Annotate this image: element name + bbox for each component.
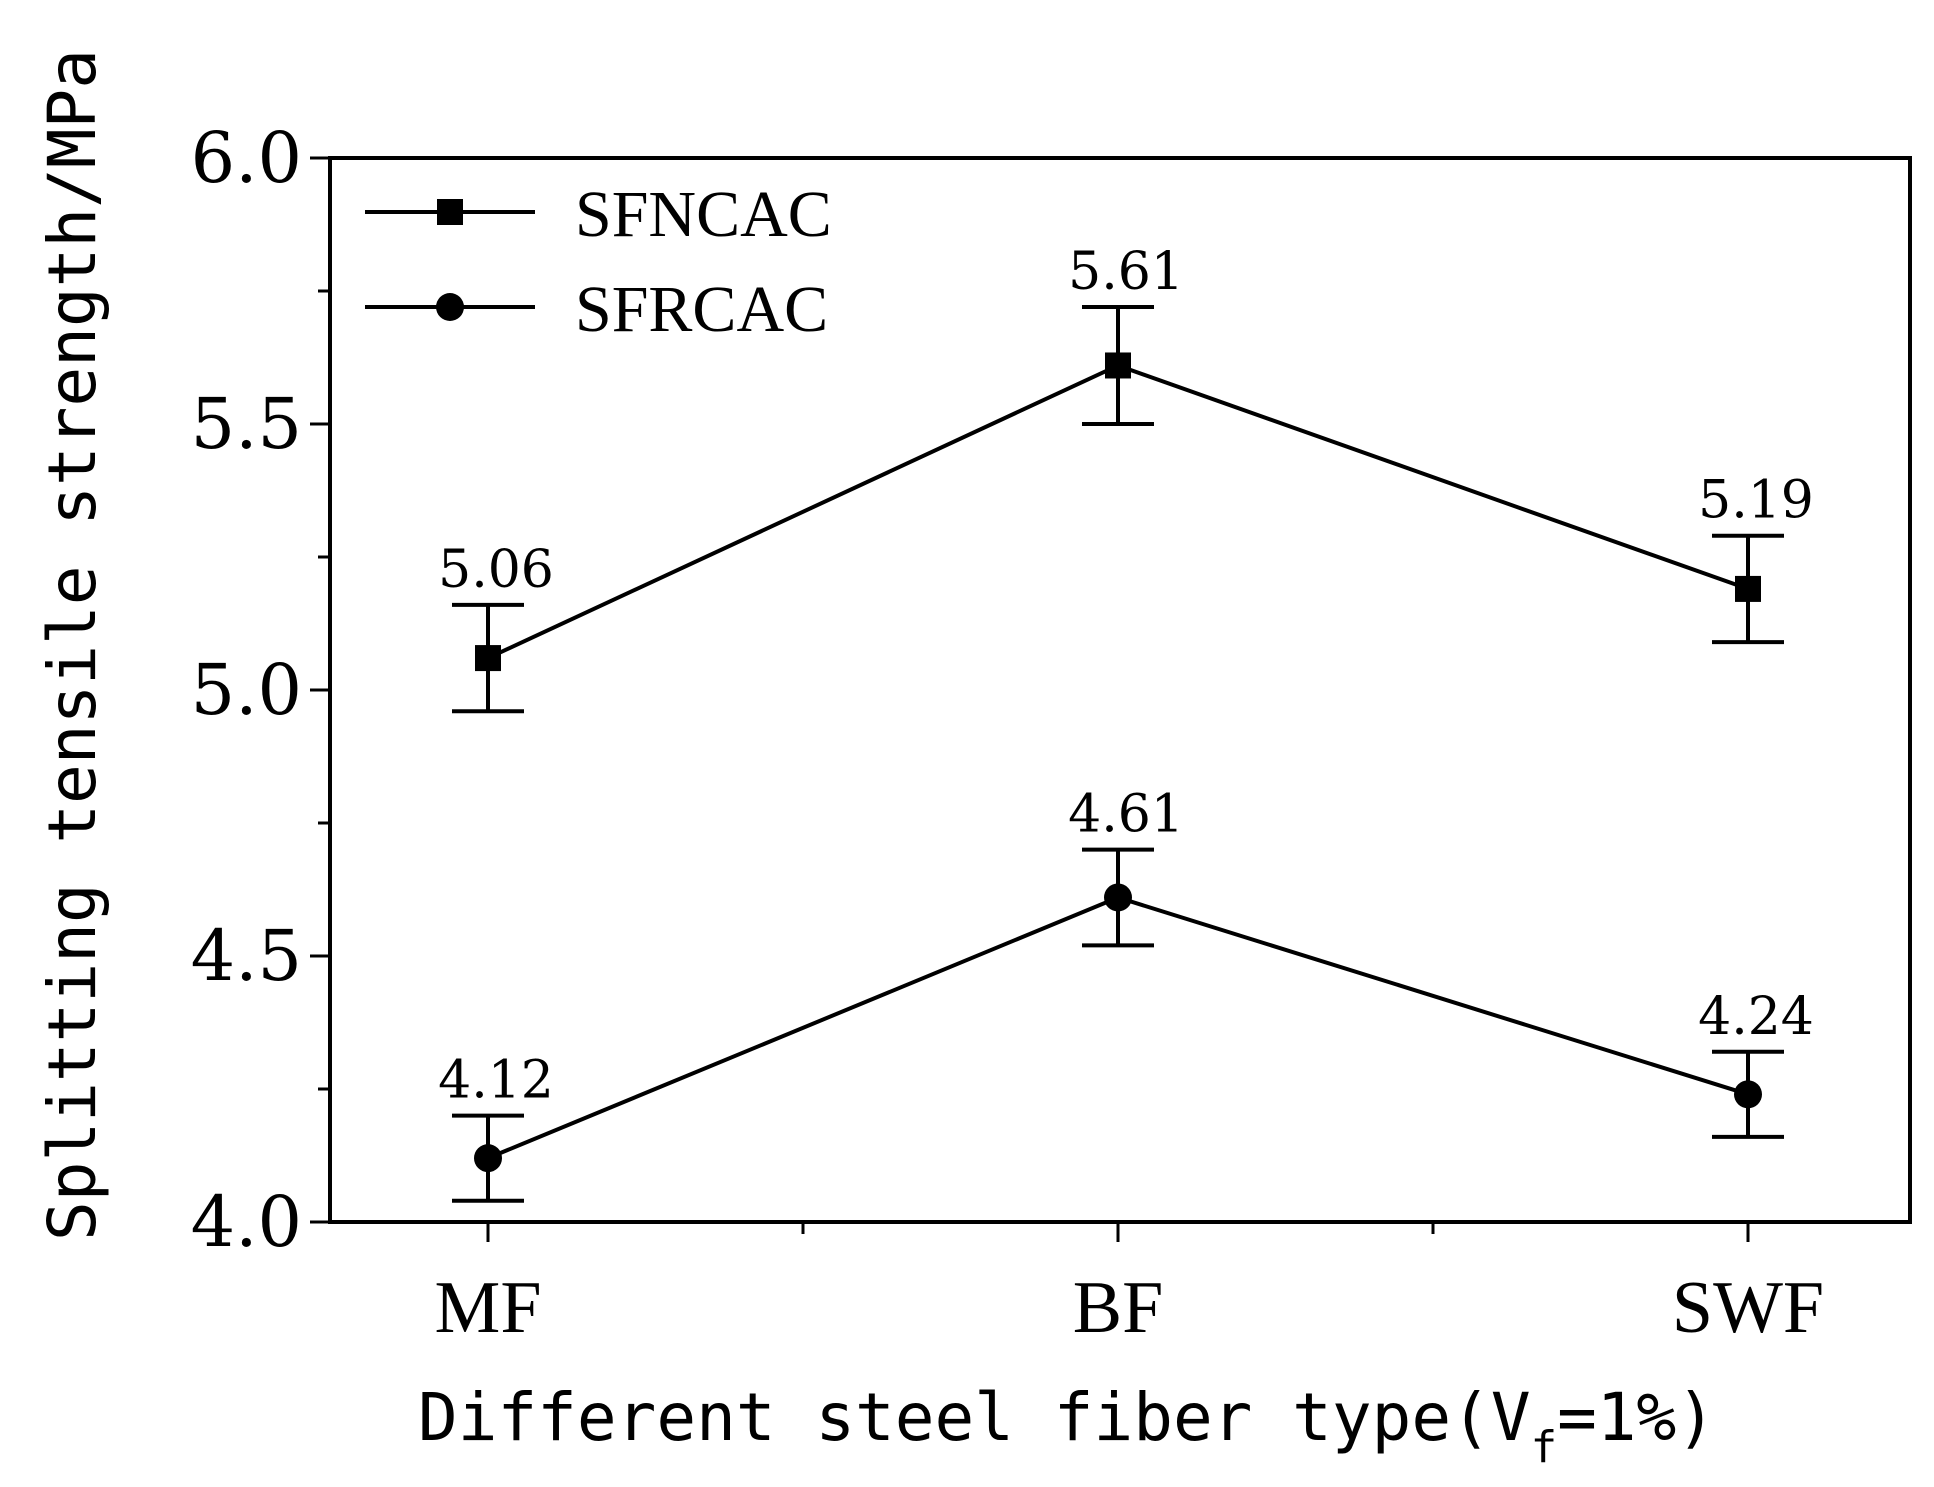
data-point-circle bbox=[1734, 1080, 1762, 1109]
legend-item-sfrcac: SFRCAC bbox=[365, 273, 828, 346]
y-tick-label: 5.5 bbox=[191, 383, 302, 465]
series-sfrcac: 4.12 4.61 4.24 bbox=[438, 785, 1814, 1203]
x-tick-label: MF bbox=[435, 1267, 542, 1349]
x-axis-title: Different steel fiber type(Vf=1%) bbox=[418, 1379, 1716, 1473]
y-tick-label: 4.0 bbox=[191, 1181, 302, 1263]
data-point-circle bbox=[1104, 883, 1132, 912]
y-tick-label: 6.0 bbox=[191, 117, 302, 199]
data-label: 4.61 bbox=[1068, 785, 1184, 845]
data-point-square bbox=[1735, 575, 1761, 602]
data-point-square bbox=[475, 645, 501, 672]
y-tick-label: 5.0 bbox=[191, 649, 302, 731]
data-label: 4.24 bbox=[1698, 987, 1814, 1047]
axes: 4.0 4.5 5.0 5.5 6.0 MF BF SWF bbox=[191, 117, 1912, 1349]
data-point-square bbox=[1105, 352, 1131, 379]
data-point-circle bbox=[474, 1144, 502, 1173]
data-label: 4.12 bbox=[438, 1051, 554, 1111]
x-tick-label: SWF bbox=[1672, 1267, 1824, 1349]
y-tick-label: 4.5 bbox=[191, 915, 302, 997]
data-label: 5.06 bbox=[438, 540, 554, 600]
legend-label: SFRCAC bbox=[575, 273, 828, 346]
data-label: 5.61 bbox=[1068, 242, 1184, 302]
x-tick-label: BF bbox=[1073, 1267, 1164, 1349]
legend-marker-square bbox=[437, 199, 463, 225]
series-sfncac: 5.06 5.61 5.19 bbox=[438, 242, 1814, 714]
data-label: 5.19 bbox=[1698, 471, 1814, 531]
legend-label: SFNCAC bbox=[575, 178, 832, 251]
y-axis-title: Splitting tensile strength/MPa bbox=[34, 49, 111, 1241]
x-axis-title-subscript: f bbox=[1531, 1422, 1558, 1473]
legend-item-sfncac: SFNCAC bbox=[365, 178, 832, 251]
legend-marker-circle bbox=[436, 293, 464, 321]
series-group: 5.06 5.61 5.19 4.12 4.61 4.24 bbox=[438, 242, 1814, 1203]
legend: SFNCAC SFRCAC bbox=[365, 178, 832, 346]
